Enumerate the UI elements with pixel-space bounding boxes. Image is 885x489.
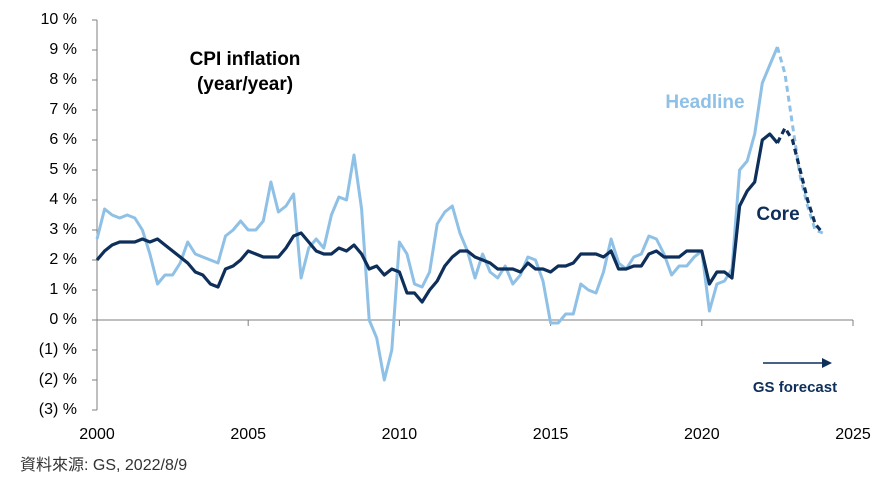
x-tick-label: 2005 [230,426,266,443]
y-tick-label: 2 % [49,251,77,268]
chart-subtitle: (year/year) [197,74,293,95]
x-tick-label: 2025 [835,426,871,443]
y-tick-label: 8 % [49,71,77,88]
y-tick-label: 9 % [49,41,77,58]
forecast-arrowhead [822,358,832,368]
y-tick-label: 1 % [49,281,77,298]
series-line [95,132,779,304]
x-tick-label: 2010 [382,426,418,443]
y-tick-label: (1) % [39,341,77,358]
y-tick-label: 4 % [49,191,77,208]
y-tick-label: 0 % [49,311,77,328]
x-tick-label: 2020 [684,426,720,443]
series-line [775,46,824,235]
series-label: Headline [665,92,744,113]
x-tick-label: 2015 [533,426,569,443]
y-tick-label: 6 % [49,131,77,148]
y-tick-label: 3 % [49,221,77,238]
y-tick-label: 7 % [49,101,77,118]
annotation: GS forecast [753,379,837,396]
series-line [775,126,825,235]
y-tick-label: 5 % [49,161,77,178]
series-label: Core [756,204,799,225]
chart-title: CPI inflation [190,49,301,70]
y-tick-label: 10 % [41,11,77,28]
source: 資料來源: GS, 2022/8/9 [20,456,187,474]
x-tick-label: 2000 [79,426,115,443]
series-line [95,46,779,382]
y-tick-label: (2) % [39,371,77,388]
y-tick-label: (3) % [39,401,77,418]
